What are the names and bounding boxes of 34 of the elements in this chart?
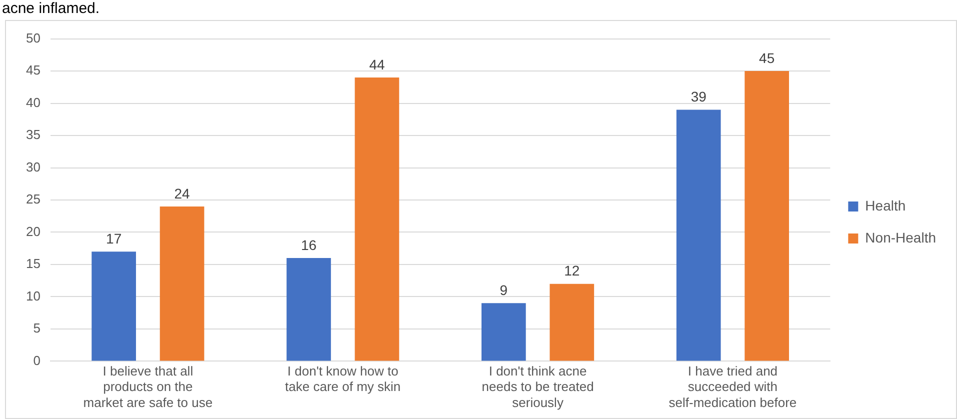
text: acne inflamed. xyxy=(2,0,100,18)
bar xyxy=(550,284,594,361)
bar xyxy=(160,206,204,361)
data-label: 12 xyxy=(564,262,580,279)
y-tick-label: 25 xyxy=(26,192,40,207)
legend-label: Health xyxy=(865,197,906,214)
data-label: 16 xyxy=(300,236,317,253)
x-tick-label: I don't think acne needs to be treated seriously xyxy=(482,364,594,410)
y-tick-label: 15 xyxy=(26,256,40,272)
y-tick-label: 40 xyxy=(26,94,40,110)
x-tick-label: I don't know how to take care of my skin xyxy=(285,364,401,394)
y-tick-label: 20 xyxy=(26,224,40,239)
data-label: 17 xyxy=(106,230,122,246)
data-label: 45 xyxy=(759,50,775,66)
bar xyxy=(286,258,331,361)
y-tick-label: 10 xyxy=(26,288,40,304)
data-label: 39 xyxy=(690,88,707,105)
y-tick-label: 5 xyxy=(33,320,40,336)
y-tick-label: 0 xyxy=(33,352,40,368)
bar xyxy=(354,77,400,361)
y-tick-label: 50 xyxy=(26,30,40,46)
bar xyxy=(92,252,136,361)
bar xyxy=(744,71,790,361)
data-label: 44 xyxy=(369,56,385,72)
bar xyxy=(676,110,721,361)
data-label: 9 xyxy=(500,282,508,298)
bar xyxy=(482,303,526,361)
legend-label: Non-Health xyxy=(865,229,936,246)
x-tick-label: I believe that all products on the market are safe to use xyxy=(83,364,213,410)
data-label: 24 xyxy=(174,185,190,202)
x-tick-label: I have tried and succeeded with self-medication before xyxy=(668,364,797,410)
y-tick-label: 35 xyxy=(26,127,40,142)
y-tick-label: 30 xyxy=(26,159,40,174)
y-tick-label: 45 xyxy=(26,62,40,78)
